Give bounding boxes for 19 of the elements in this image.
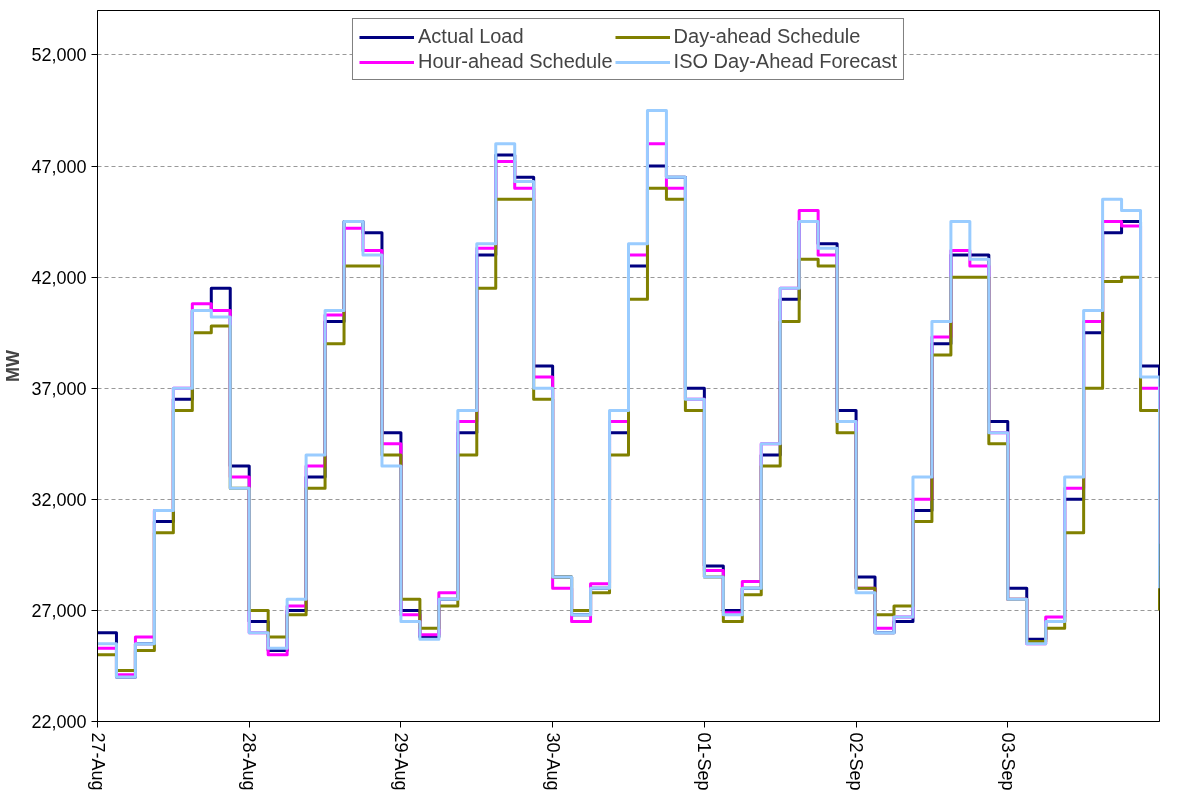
legend-label: Day-ahead Schedule (673, 25, 861, 48)
x-tick-label: 03-Sep (997, 732, 1018, 791)
legend-label: ISO Day-Ahead Forecast (673, 50, 898, 73)
legend-label: Hour-ahead Schedule (417, 50, 613, 73)
y-tick-label: 27,000 (31, 600, 87, 621)
y-tick-label: 42,000 (31, 267, 87, 288)
legend-label: Actual Load (417, 25, 524, 48)
y-axis-title: MW (3, 350, 24, 382)
x-tick-label: 01-Sep (694, 732, 715, 791)
x-tick-label: 02-Sep (846, 732, 867, 791)
y-tick-label: 37,000 (31, 378, 87, 399)
y-tick-label: 22,000 (31, 712, 87, 732)
y-tick-label: 47,000 (31, 156, 87, 177)
y-tick-label: 52,000 (31, 45, 87, 66)
y-tick-label: 32,000 (31, 489, 87, 510)
x-tick-label: 28-Aug (239, 732, 260, 791)
x-tick-label: 29-Aug (390, 732, 411, 791)
x-tick-label: 27-Aug (87, 732, 108, 791)
x-tick-label: 30-Aug (542, 732, 563, 791)
